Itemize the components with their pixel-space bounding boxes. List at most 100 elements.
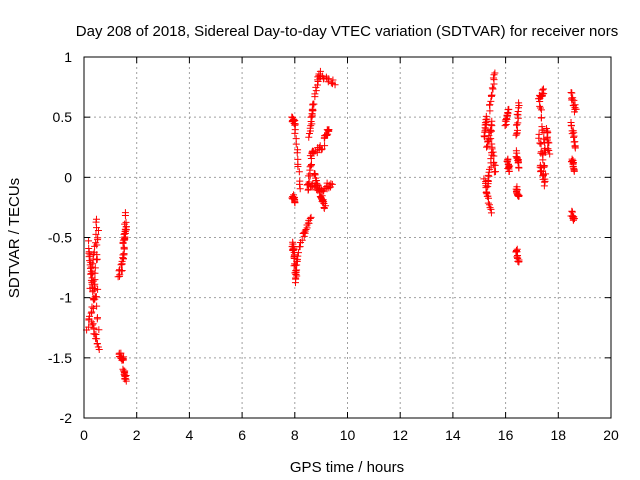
x-tick-label: 20 — [603, 427, 619, 443]
x-tick-label: 12 — [392, 427, 408, 443]
data-point — [540, 182, 548, 190]
y-tick-label: -2 — [60, 410, 73, 426]
data-point — [572, 105, 580, 113]
data-point — [300, 229, 308, 237]
data-point — [89, 304, 97, 312]
y-tick-label: -0.5 — [48, 230, 72, 246]
x-tick-label: 8 — [291, 427, 299, 443]
data-point — [296, 180, 304, 188]
data-point — [487, 121, 495, 129]
axis-ticks — [83, 56, 612, 419]
data-series-segment — [542, 124, 554, 158]
data-point — [505, 105, 513, 113]
data-point — [536, 104, 544, 112]
data-point — [95, 345, 103, 353]
data-point — [305, 133, 313, 141]
data-point — [85, 237, 93, 245]
x-tick-label: 2 — [133, 427, 141, 443]
data-point — [515, 256, 523, 264]
data-series-segment — [298, 213, 315, 244]
data-point — [121, 209, 129, 217]
data-point — [536, 102, 544, 110]
x-tick-label: 6 — [238, 427, 246, 443]
data-point — [85, 312, 93, 320]
data-point — [545, 146, 553, 154]
data-point — [483, 189, 491, 197]
data-point — [308, 161, 316, 169]
data-point — [86, 257, 94, 265]
data-point — [290, 117, 298, 125]
data-point — [544, 145, 552, 153]
data-point — [94, 234, 102, 242]
data-point — [545, 139, 553, 147]
data-point — [118, 267, 126, 275]
data-series-segment — [89, 226, 102, 302]
data-point — [94, 285, 102, 293]
data-point — [486, 204, 494, 212]
data-point — [291, 129, 299, 137]
data-point — [515, 99, 523, 107]
data-point — [306, 124, 314, 132]
data-point — [327, 79, 335, 87]
data-point — [322, 202, 330, 210]
data-point — [540, 135, 548, 143]
data-series-segment — [536, 161, 549, 190]
data-series-segment — [512, 147, 523, 172]
x-tick-label: 16 — [498, 427, 514, 443]
data-series-segment — [534, 85, 548, 105]
y-tick-label: -1.5 — [48, 350, 72, 366]
data-point — [568, 207, 576, 215]
data-series-segment — [503, 155, 514, 176]
data-series-segment — [305, 100, 318, 141]
data-point — [570, 215, 578, 223]
data-point — [323, 131, 331, 139]
data-point — [483, 115, 491, 123]
data-point — [308, 148, 316, 156]
data-point — [119, 239, 127, 247]
data-point — [329, 76, 337, 84]
data-point — [306, 215, 314, 223]
y-tick-label: -1 — [60, 290, 73, 306]
x-tick-label: 10 — [340, 427, 356, 443]
data-point — [491, 69, 499, 77]
data-point — [571, 143, 579, 151]
data-series-segment — [536, 102, 549, 156]
data-point — [120, 353, 128, 361]
data-point — [85, 323, 93, 331]
data-point — [541, 162, 549, 170]
data-point — [325, 75, 333, 83]
data-point — [294, 162, 302, 170]
data-point — [320, 203, 328, 211]
data-point — [489, 85, 497, 93]
data-point — [487, 209, 495, 217]
data-series-segment — [567, 155, 578, 175]
data-series-segment — [288, 238, 298, 256]
data-point — [311, 90, 319, 98]
data-point — [513, 126, 521, 134]
data-point — [311, 171, 319, 179]
data-point — [317, 146, 325, 154]
data-series-segment — [310, 170, 324, 201]
data-point — [489, 74, 497, 82]
data-point — [512, 247, 520, 255]
data-series-segment — [485, 69, 499, 115]
data-point — [88, 303, 96, 311]
data-point — [307, 154, 315, 162]
data-series-segment — [288, 191, 299, 207]
data-point — [89, 294, 97, 302]
x-tick-label: 0 — [80, 427, 88, 443]
data-point — [487, 97, 495, 105]
data-point — [483, 143, 491, 151]
data-point — [120, 243, 128, 251]
data-point — [119, 251, 127, 259]
data-point — [541, 175, 549, 183]
data-series-segment — [512, 183, 523, 201]
data-point — [117, 261, 125, 269]
data-point — [85, 249, 93, 257]
data-point — [292, 140, 300, 148]
data-point — [122, 377, 130, 385]
data-point — [90, 286, 98, 294]
data-series-segment — [291, 239, 305, 287]
data-series-segment — [480, 112, 491, 141]
